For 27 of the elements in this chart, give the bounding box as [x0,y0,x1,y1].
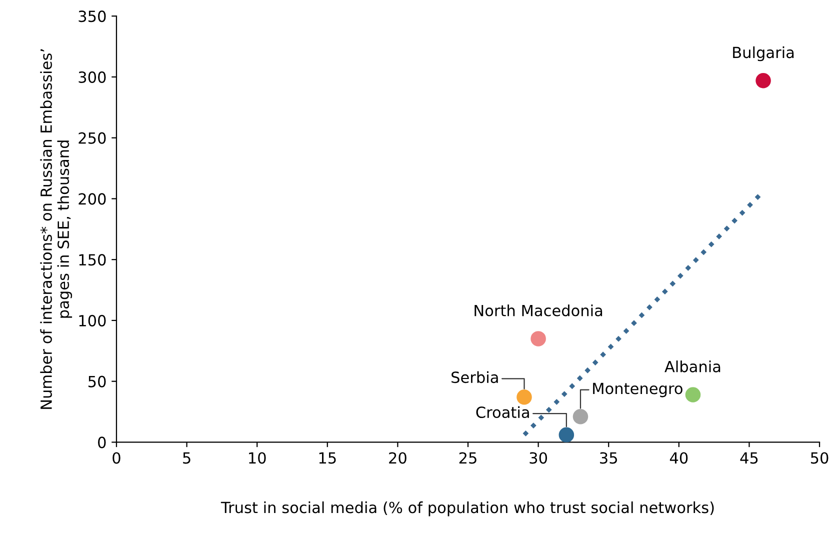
y-tick-label: 0 [98,436,106,448]
x-tick-label: 15 [319,452,336,464]
x-tick-label: 30 [530,452,548,464]
x-tick-label: 50 [810,452,828,464]
y-tick-label: 200 [78,193,106,205]
x-tick-label: 25 [459,452,476,464]
x-tick-label: 0 [112,452,120,464]
y-tick-label: 150 [79,254,106,266]
y-tick-label: 250 [78,132,106,144]
x-tick-label: 35 [600,452,617,464]
annotation: Bulgaria [733,46,794,62]
y-tick-label: 100 [79,314,106,326]
x-axis-title: Trust in social media (% of population who trust social networks) [220,501,714,516]
annotation: Serbia [452,371,498,384]
annotation: Montenegro [593,382,682,398]
x-tick-label: 40 [670,452,688,464]
x-tick-label: 45 [740,452,758,464]
x-tick-label: 5 [183,452,190,464]
annotation: Croatia [476,406,529,418]
x-tick-label: 10 [249,452,266,464]
y-tick-label: 300 [78,71,106,83]
annotation: Albania [664,360,720,372]
y-tick-label: 50 [88,376,106,388]
y-axis-title: Number of interactions* on Russian Embassies’ pages in SEE, thousand [40,49,72,409]
y-tick-label: 350 [78,10,106,22]
x-tick-label: 20 [389,452,406,464]
annotation: North Macedonia [474,304,602,316]
